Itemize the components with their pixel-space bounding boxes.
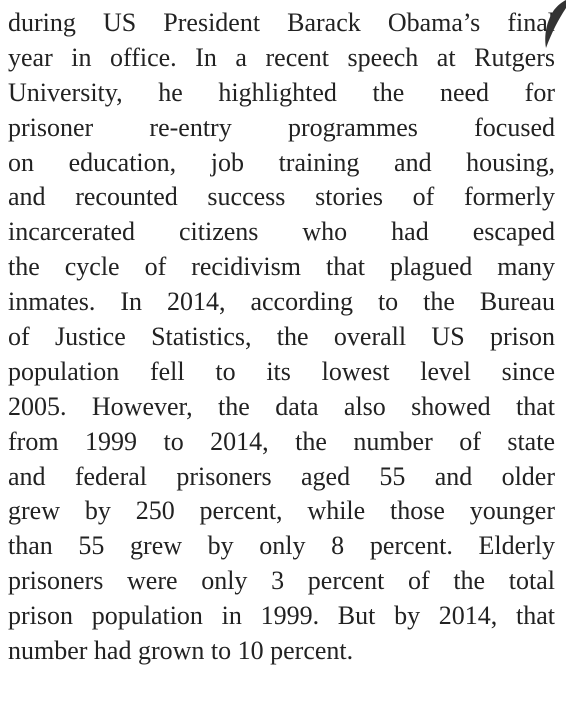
text-line: incarcerated citizens who had escaped [8, 215, 555, 250]
text-line: population fell to its lowest level sinc… [8, 355, 555, 390]
text-line: 2005. However, the data also showed that [8, 390, 555, 425]
text-line: during US President Barack Obama’s final [8, 6, 555, 41]
text-line: prison population in 1999. But by 2014, … [8, 599, 555, 634]
text-line: and federal prisoners aged 55 and older [8, 460, 555, 495]
text-line: the cycle of recidivism that plagued man… [8, 250, 555, 285]
text-line: than 55 grew by only 8 percent. Elderly [8, 529, 555, 564]
text-line: on education, job training and housing, [8, 146, 555, 181]
text-line: University, he highlighted the need for [8, 76, 555, 111]
text-line: inmates. In 2014, according to the Burea… [8, 285, 555, 320]
decoration [536, 0, 566, 50]
text-line: from 1999 to 2014, the number of state [8, 425, 555, 460]
text-line: number had grown to 10 percent. [8, 634, 555, 669]
text-line: of Justice Statistics, the overall US pr… [8, 320, 555, 355]
text-line: grew by 250 percent, while those younger [8, 494, 555, 529]
text-line: year in office. In a recent speech at Ru… [8, 41, 555, 76]
text-line: and recounted success stories of formerl… [8, 180, 555, 215]
text-line: prisoners were only 3 percent of the tot… [8, 564, 555, 599]
paragraph: during US President Barack Obama’s final… [8, 6, 555, 669]
page: during US President Barack Obama’s final… [0, 0, 566, 709]
text-line: prisoner re-entry programmes focused [8, 111, 555, 146]
